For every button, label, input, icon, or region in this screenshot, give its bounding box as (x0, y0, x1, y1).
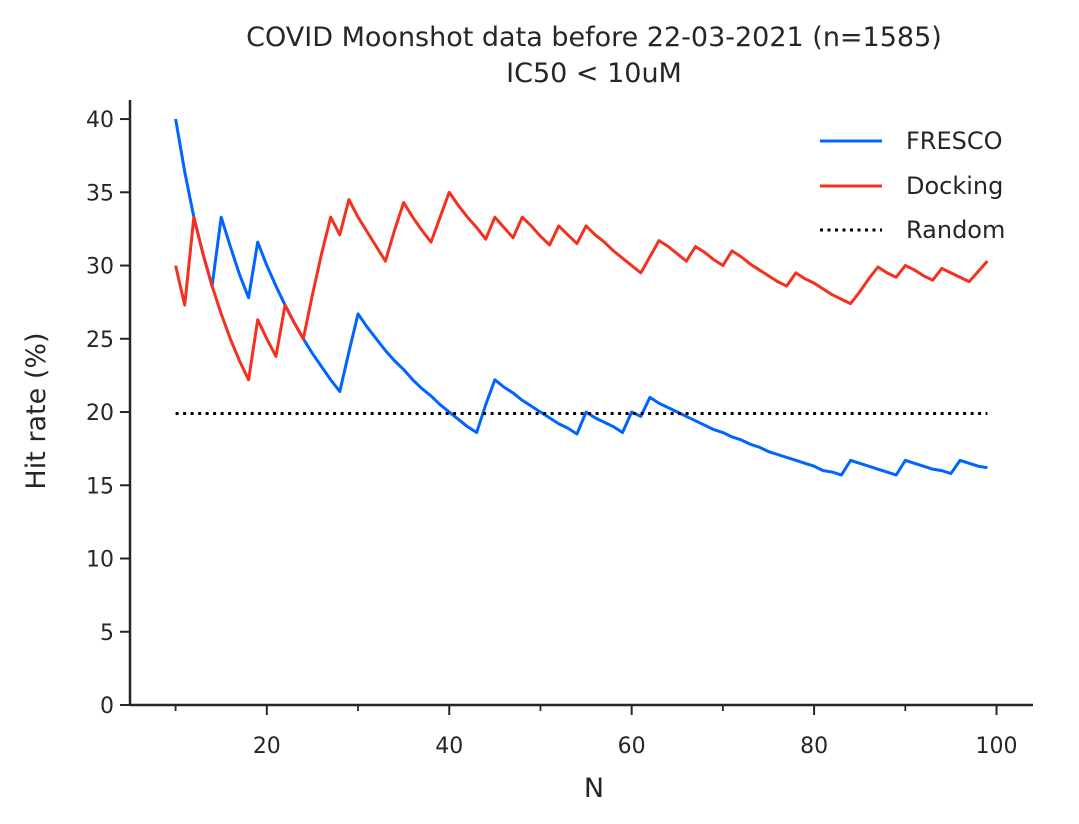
plot-lines (174, 118, 989, 477)
y-tick-label: 20 (86, 401, 114, 426)
series-line-docking (174, 190, 989, 382)
x-axis-label: N (584, 773, 604, 804)
legend-label-random: Random (906, 216, 1005, 244)
legend: FRESCO Docking Random (820, 127, 1005, 244)
x-tick-label: 80 (800, 734, 828, 759)
chart-subtitle: IC50 < 10uM (506, 58, 682, 89)
chart-title: COVID Moonshot data before 22-03-2021 (n… (246, 22, 942, 53)
y-tick-label: 35 (86, 181, 114, 206)
y-axis-ticks: 0 5 10 15 20 25 30 35 40 (86, 108, 130, 719)
y-tick-label: 40 (86, 108, 114, 133)
series-line-fresco (174, 118, 988, 477)
x-axis-ticks: 20 40 60 80 100 (174, 705, 1018, 759)
y-tick-label: 10 (86, 548, 114, 573)
x-tick-label: 60 (618, 734, 646, 759)
y-tick-label: 5 (100, 621, 114, 646)
y-tick-label: 30 (86, 255, 114, 280)
legend-label-fresco: FRESCO (906, 127, 1003, 155)
legend-label-docking: Docking (906, 172, 1003, 200)
y-tick-label: 25 (86, 328, 114, 353)
y-axis-label: Hit rate (%) (21, 332, 52, 489)
x-tick-label: 40 (435, 734, 463, 759)
y-tick-label: 15 (86, 474, 114, 499)
x-tick-label: 20 (253, 734, 281, 759)
x-tick-label: 100 (976, 734, 1018, 759)
y-tick-label: 0 (100, 694, 114, 719)
